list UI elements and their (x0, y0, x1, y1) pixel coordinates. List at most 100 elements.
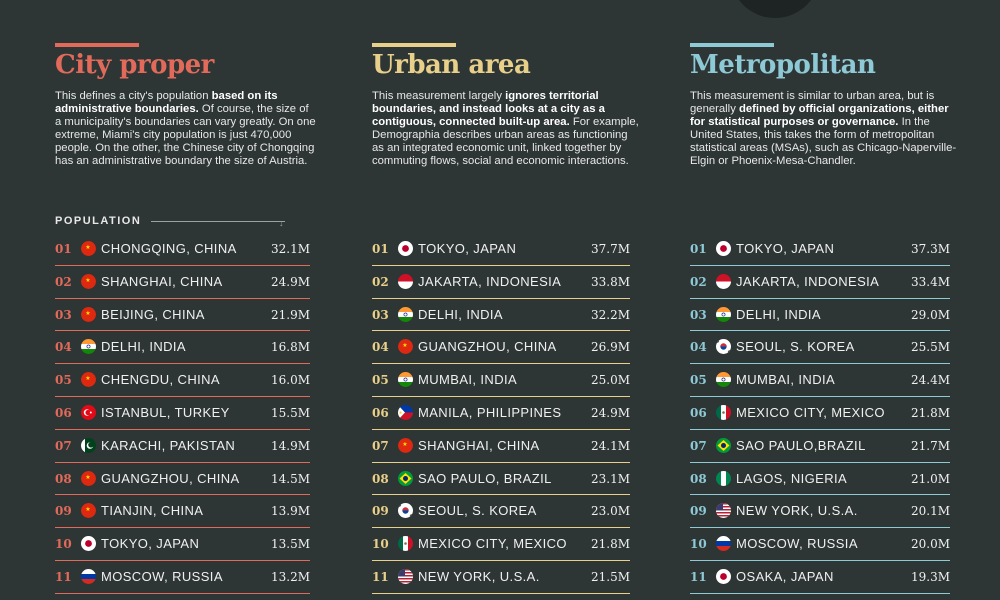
china-flag-icon: ★ (398, 339, 413, 355)
rank-number: 05 (55, 373, 72, 388)
accent-bar (690, 43, 774, 47)
mexico-flag-icon (398, 536, 413, 552)
accent-bar (55, 43, 139, 47)
rank-number: 06 (55, 405, 72, 420)
city-name: DELHI, INDIA (736, 306, 821, 322)
table-row: 07 SAO PAULO,BRAZIL 21.7M (690, 430, 950, 463)
table-row: 11 OSAKA, JAPAN 19.3M (690, 561, 950, 594)
table-row: 02 JAKARTA, INDONESIA 33.4M (690, 266, 950, 299)
city-name: MUMBAI, INDIA (418, 372, 518, 388)
svg-text:★: ★ (402, 343, 407, 350)
svg-text:★: ★ (85, 375, 90, 382)
description-text: This defines a city's population (55, 90, 212, 102)
population-value: 16.8M (270, 340, 310, 355)
ranking-list: 01 TOKYO, JAPAN 37.7M 02 JAKARTA, INDONESIA 3… (372, 233, 630, 594)
population-value: 25.5M (910, 340, 950, 355)
population-value: 33.8M (590, 274, 630, 289)
city-name: JAKARTA, INDONESIA (418, 273, 562, 289)
population-value: 15.5M (270, 405, 310, 420)
table-row: 06 ISTANBUL, TURKEY 15.5M (55, 397, 310, 430)
rank-number: 07 (690, 438, 707, 453)
table-row: 10 MEXICO CITY, MEXICO 21.8M (372, 528, 630, 561)
rank-number: 09 (690, 504, 707, 519)
population-value: 32.1M (270, 242, 310, 256)
pakistan-flag-icon (81, 437, 96, 453)
population-value: 24.9M (590, 405, 630, 420)
rank-number: 06 (372, 405, 389, 420)
population-value: 32.2M (590, 307, 630, 322)
description-text: This measurement is similar to urban are… (690, 90, 935, 115)
table-row: 05 MUMBAI, INDIA 25.0M (372, 364, 630, 397)
table-row: 10 TOKYO, JAPAN 13.5M (55, 528, 310, 561)
table-row: 07 ★ SHANGHAI, CHINA 24.1M (372, 430, 630, 463)
rank-number: 04 (372, 340, 389, 355)
china-flag-icon: ★ (81, 470, 96, 486)
population-value: 20.1M (910, 504, 950, 519)
description-text: Of course, the size of a municipality's … (55, 103, 316, 167)
population-value: 23.0M (590, 504, 630, 519)
population-value: 37.7M (590, 242, 630, 256)
table-row: 05 MUMBAI, INDIA 24.4M (690, 364, 950, 397)
table-row: 03 DELHI, INDIA 29.0M (690, 299, 950, 332)
rank-number: 11 (690, 569, 707, 584)
table-row: 11 MOSCOW, RUSSIA 13.2M (55, 561, 310, 594)
rank-number: 10 (372, 537, 389, 552)
city-name: SEOUL, S. KOREA (736, 339, 855, 355)
russia-flag-icon (716, 536, 731, 552)
india-flag-icon (81, 339, 96, 355)
city-name: SEOUL, S. KOREA (418, 503, 537, 519)
column-description: This defines a city's population based o… (55, 90, 317, 168)
city-name: LAGOS, NIGERIA (736, 470, 848, 486)
svg-text:★: ★ (85, 244, 90, 251)
svg-text:★: ★ (85, 310, 90, 317)
philippines-flag-icon (398, 404, 413, 420)
city-name: OSAKA, JAPAN (736, 568, 834, 584)
population-value: 33.4M (910, 274, 950, 289)
china-flag-icon: ★ (398, 437, 413, 453)
table-row: 01 ★ CHONGQING, CHINA 32.1M (55, 233, 310, 266)
table-row: 11 NEW YORK, U.S.A. 21.5M (372, 561, 630, 594)
city-name: JAKARTA, INDONESIA (736, 273, 880, 289)
svg-text:★: ★ (402, 441, 407, 448)
rank-number: 08 (690, 471, 707, 486)
city-name: TOKYO, JAPAN (101, 536, 200, 552)
table-row: 05 ★ CHENGDU, CHINA 16.0M (55, 364, 310, 397)
table-row: 02 JAKARTA, INDONESIA 33.8M (372, 266, 630, 299)
rank-number: 03 (690, 307, 707, 322)
city-name: DELHI, INDIA (418, 306, 503, 322)
population-value: 37.3M (910, 242, 950, 256)
south-korea-flag-icon (398, 503, 413, 519)
table-row: 10 MOSCOW, RUSSIA 20.0M (690, 528, 950, 561)
table-row: 03 ★ BEIJING, CHINA 21.9M (55, 299, 310, 332)
rank-number: 04 (55, 340, 72, 355)
city-name: TOKYO, JAPAN (736, 241, 835, 256)
ranking-list: 01 ★ CHONGQING, CHINA 32.1M 02 ★ SHANGHAI, CHI… (55, 233, 310, 594)
column-description: This measurement largely ignores territo… (372, 90, 642, 168)
city-name: NEW YORK, U.S.A. (736, 503, 858, 519)
svg-text:★: ★ (85, 277, 90, 284)
table-row: 08 LAGOS, NIGERIA 21.0M (690, 463, 950, 496)
table-row: 08 SAO PAULO, BRAZIL 23.1M (372, 463, 630, 496)
description-text: This measurement largely (372, 90, 506, 102)
city-name: SHANGHAI, CHINA (418, 437, 540, 453)
china-flag-icon: ★ (81, 372, 96, 388)
india-flag-icon (716, 372, 731, 388)
city-name: SAO PAULO,BRAZIL (736, 437, 866, 453)
column-description: This measurement is similar to urban are… (690, 90, 960, 168)
population-value: 24.4M (910, 373, 950, 388)
nigeria-flag-icon (716, 470, 731, 486)
usa-flag-icon (716, 503, 731, 519)
rank-number: 08 (372, 471, 389, 486)
japan-flag-icon (398, 241, 413, 256)
rank-number: 05 (690, 373, 707, 388)
city-name: CHENGDU, CHINA (101, 372, 220, 388)
population-value: 19.3M (910, 569, 950, 584)
table-row: 04 SEOUL, S. KOREA 25.5M (690, 331, 950, 365)
city-name: MANILA, PHILIPPINES (418, 404, 562, 420)
table-row: 01 TOKYO, JAPAN 37.7M (372, 233, 630, 266)
city-name: TIANJIN, CHINA (101, 503, 204, 519)
population-value: 23.1M (590, 471, 630, 486)
city-name: MOSCOW, RUSSIA (101, 568, 223, 584)
rank-number: 10 (55, 537, 72, 552)
arrow-down-icon: ↓ (279, 218, 284, 228)
